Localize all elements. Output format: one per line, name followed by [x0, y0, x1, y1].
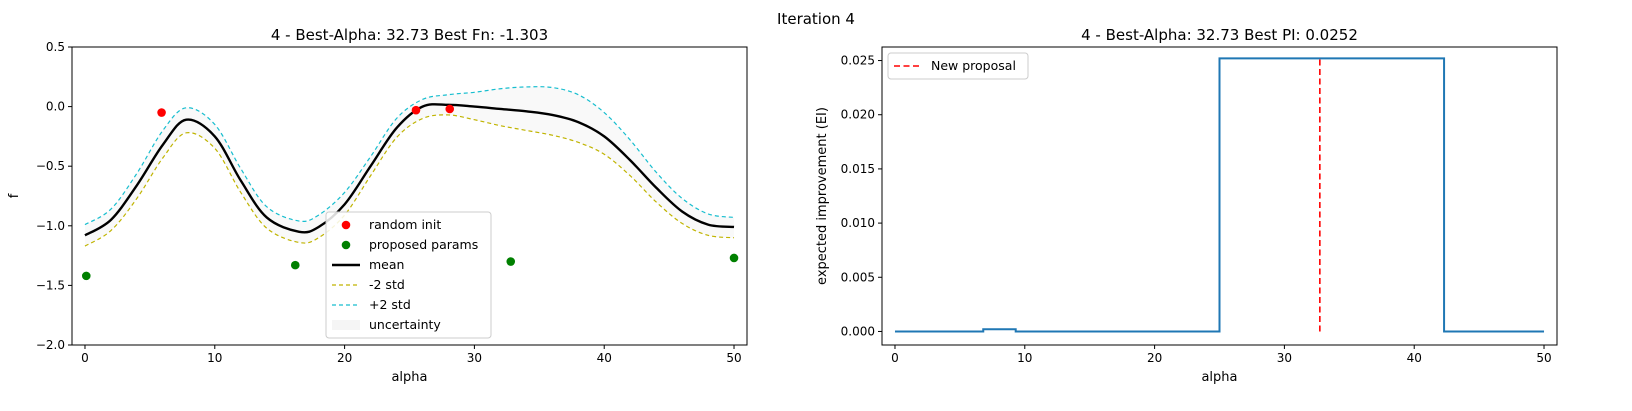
y-tick-label: 0.020	[841, 108, 875, 122]
legend-label: -2 std	[369, 277, 405, 292]
x-axis-label: alpha	[1201, 370, 1237, 385]
x-tick-label: 10	[207, 351, 222, 365]
proposed-param-point	[729, 253, 739, 263]
legend-marker	[341, 240, 351, 250]
legend: New proposal	[887, 52, 1029, 80]
y-tick-label: −2.0	[36, 338, 65, 352]
legend-label: +2 std	[369, 297, 411, 312]
y-tick-label: −1.5	[36, 278, 65, 292]
legend-label: mean	[369, 257, 404, 272]
minus-2std-line	[84, 114, 735, 247]
x-tick-label: 40	[597, 351, 612, 365]
x-tick-label: 30	[1277, 351, 1292, 365]
proposed-param-point	[81, 271, 91, 281]
x-tick-label: 20	[337, 351, 352, 365]
figure-suptitle: Iteration 4	[777, 10, 855, 28]
mean-line	[84, 103, 735, 237]
y-axis-label: expected improvement (EI)	[815, 107, 830, 285]
legend: random init proposed params mean -2 std +2 s…	[325, 211, 492, 339]
ei-curve	[894, 57, 1545, 333]
x-tick-label: 10	[1017, 351, 1032, 365]
legend-box	[887, 52, 1029, 80]
proposed-param-point	[290, 260, 300, 270]
x-tick-label: 0	[81, 351, 89, 365]
legend-label: random init	[369, 217, 441, 232]
plot-frame	[881, 46, 1558, 346]
x-axis-label: alpha	[391, 370, 427, 385]
x-tick-label: 50	[726, 351, 741, 365]
chart-title: 4 - Best-Alpha: 32.73 Best PI: 0.0252	[1081, 26, 1358, 44]
random-init-point	[157, 108, 166, 117]
random-init-point	[445, 104, 455, 114]
y-tick-label: 0.5	[46, 40, 65, 54]
x-tick-label: 30	[467, 351, 482, 365]
y-tick-label: 0.025	[841, 54, 875, 68]
legend-marker	[332, 320, 360, 330]
chart-title: 4 - Best-Alpha: 32.73 Best Fn: -1.303	[271, 26, 548, 44]
y-tick-label: −0.5	[36, 159, 65, 173]
legend-marker	[341, 220, 351, 230]
y-tick-label: 0.010	[841, 216, 875, 230]
random-init-point	[411, 105, 421, 115]
left-plot-gp-posterior: 4 - Best-Alpha: 32.73 Best Fn: -1.303 0 10…	[7, 26, 748, 385]
right-plot-acquisition: 4 - Best-Alpha: 32.73 Best PI: 0.0252 0 10…	[815, 26, 1558, 385]
y-axis-label: f	[7, 193, 22, 198]
x-tick-label: 50	[1536, 351, 1551, 365]
y-tick-label: 0.000	[841, 324, 875, 338]
x-tick-label: 40	[1407, 351, 1422, 365]
legend-label: New proposal	[931, 58, 1016, 73]
proposed-param-point	[506, 257, 516, 266]
y-tick-label: −1.0	[36, 219, 65, 233]
y-tick-label: 0.005	[841, 270, 875, 284]
y-tick-label: 0.0	[46, 100, 65, 114]
legend-label: proposed params	[369, 237, 478, 252]
plot-frame	[71, 46, 748, 346]
uncertainty-band	[84, 86, 735, 247]
y-tick-label: 0.015	[841, 162, 875, 176]
x-tick-label: 20	[1147, 351, 1162, 365]
x-tick-label: 0	[891, 351, 899, 365]
legend-label: uncertainty	[369, 317, 441, 332]
legend-box	[325, 211, 492, 339]
